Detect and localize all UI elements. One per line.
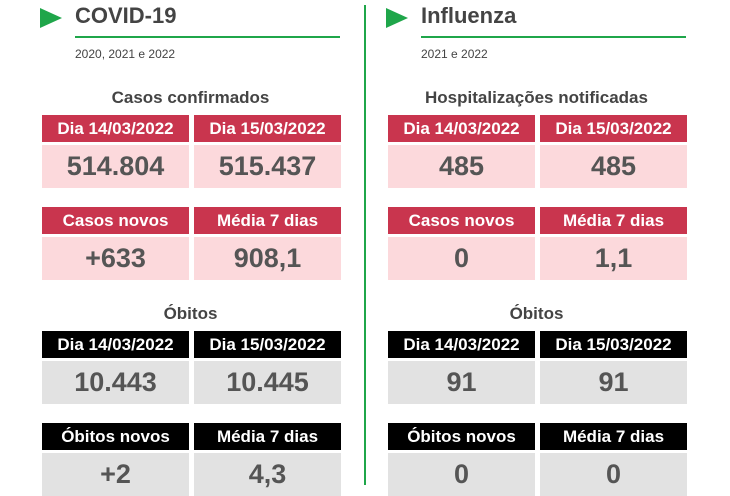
panel-subtitle: 2021 e 2022 <box>421 47 488 61</box>
cell-value: 1,1 <box>540 237 687 280</box>
cell-value: 485 <box>540 145 687 188</box>
cell-value: 485 <box>388 145 535 188</box>
cell-value: 514.804 <box>42 145 189 188</box>
section: Hospitalizações notificadas Dia 14/03/202… <box>388 88 687 280</box>
section-heading: Óbitos <box>163 304 218 323</box>
cell-value: 10.445 <box>194 361 341 404</box>
cell-header: Média 7 dias <box>194 207 341 234</box>
cell-value: +633 <box>42 237 189 280</box>
panel: COVID-19 2020, 2021 e 2022 Casos confirmad… <box>40 3 341 496</box>
panel-subtitle: 2020, 2021 e 2022 <box>75 47 176 61</box>
cell-header: Óbitos novos <box>42 423 189 450</box>
cell-value: 91 <box>388 361 535 404</box>
cell-header: Dia 14/03/2022 <box>42 331 189 358</box>
marker-triangle <box>40 8 62 28</box>
cell-value: 91 <box>540 361 687 404</box>
divider <box>364 5 366 485</box>
cell-header: Dia 15/03/2022 <box>194 115 341 142</box>
cell-header: Dia 15/03/2022 <box>540 115 687 142</box>
cell-header: Dia 15/03/2022 <box>194 331 341 358</box>
cell-value: 0 <box>540 453 687 496</box>
marker-triangle <box>386 8 408 28</box>
section-heading: Hospitalizações notificadas <box>425 88 648 107</box>
cell-value: 10.443 <box>42 361 189 404</box>
title-rule <box>421 36 686 38</box>
panel-title: Influenza <box>421 3 517 28</box>
cell-header: Dia 14/03/2022 <box>388 115 535 142</box>
cell-value: 0 <box>388 453 535 496</box>
cell-header: Óbitos novos <box>388 423 535 450</box>
cell-value: 515.437 <box>194 145 341 188</box>
cell-header: Dia 14/03/2022 <box>388 331 535 358</box>
cell-header: Dia 15/03/2022 <box>540 331 687 358</box>
title-rule <box>75 36 340 38</box>
cell-header: Média 7 dias <box>540 423 687 450</box>
cell-header: Média 7 dias <box>194 423 341 450</box>
section: Óbitos Dia 14/03/2022 10.443 Dia 15/03/2022… <box>42 304 341 496</box>
cell-value: 908,1 <box>194 237 341 280</box>
cell-header: Casos novos <box>42 207 189 234</box>
page: (() => { const data = JSON.parse(documen… <box>40 3 687 496</box>
cell-header: Dia 14/03/2022 <box>42 115 189 142</box>
section-heading: Casos confirmados <box>111 88 270 107</box>
cell-header: Média 7 dias <box>540 207 687 234</box>
section: Casos confirmados Dia 14/03/2022 514.804 Di… <box>42 88 341 280</box>
panel-title: COVID-19 <box>75 3 177 28</box>
cell-header: Casos novos <box>388 207 535 234</box>
section: Óbitos Dia 14/03/2022 91 Dia 15/03/2022 91 Ób… <box>388 304 687 496</box>
panel: Influenza 2021 e 2022 Hospitalizações noti… <box>386 3 687 496</box>
section-heading: Óbitos <box>509 304 564 323</box>
cell-value: 0 <box>388 237 535 280</box>
